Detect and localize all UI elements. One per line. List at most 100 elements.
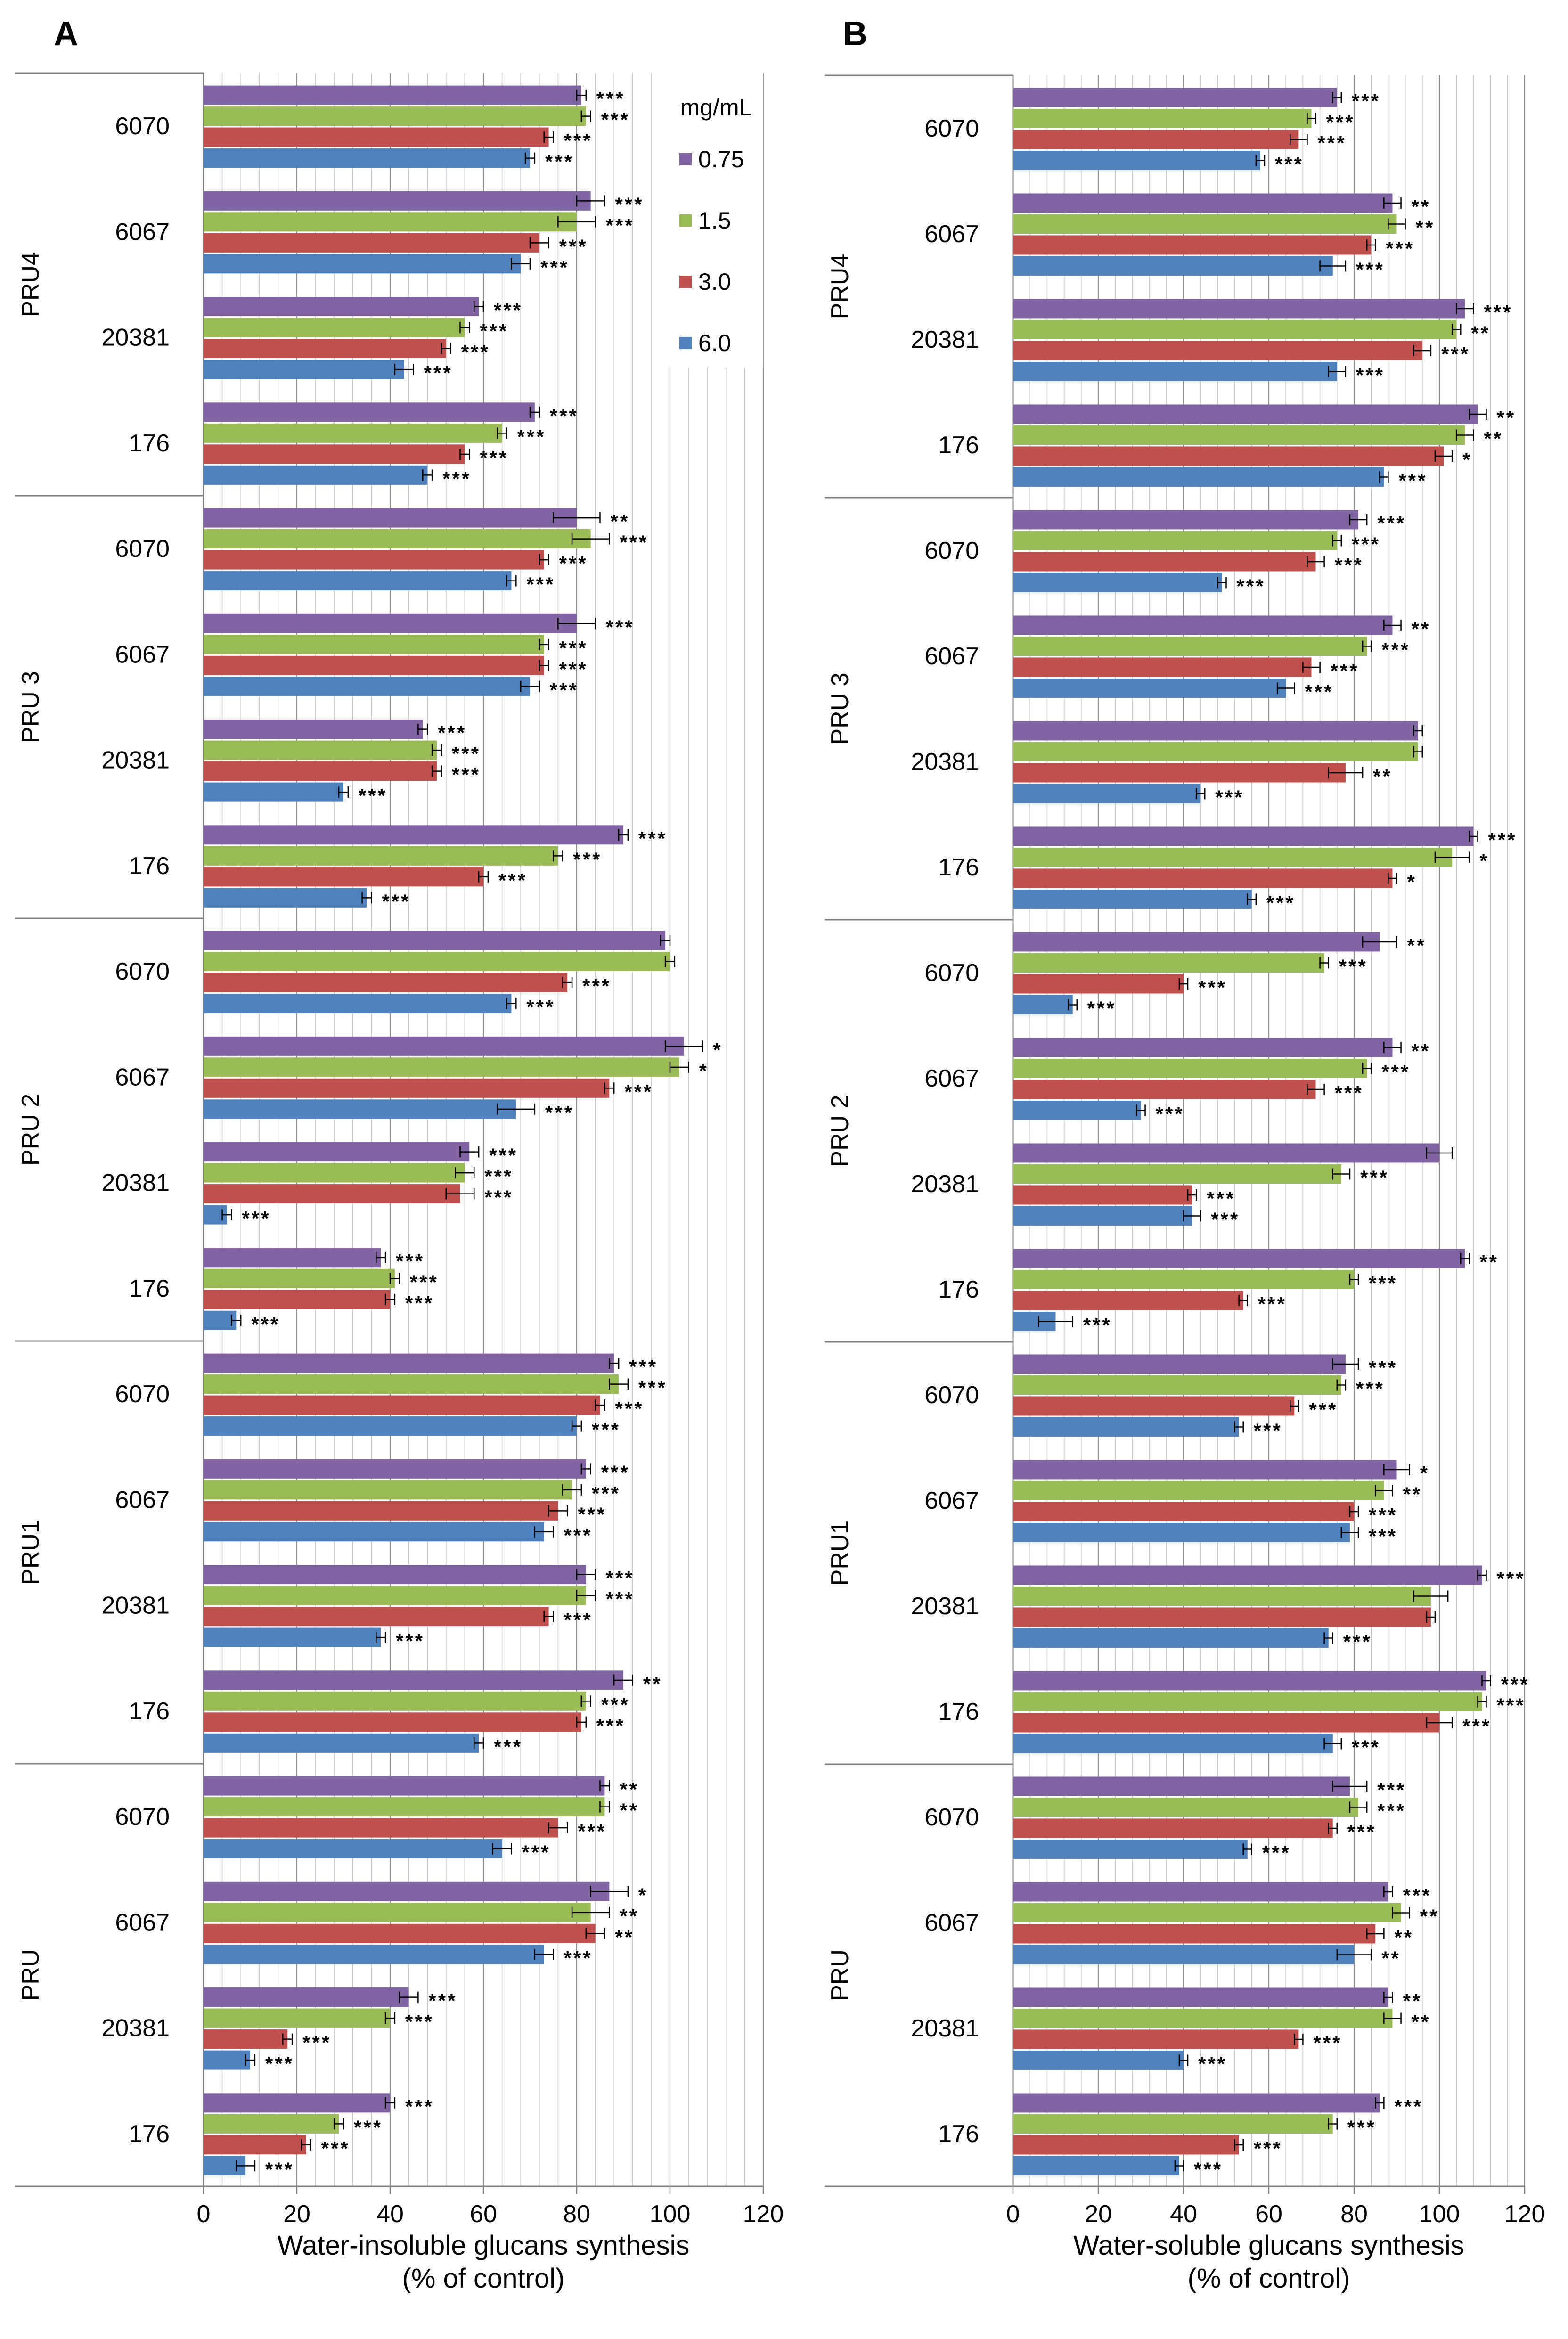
bar-0.75 [1013,299,1465,319]
category-label: 6070 [924,1382,979,1409]
bar-3.0 [204,444,465,464]
legend-label: 3.0 [698,269,731,295]
significance-label: *** [606,1567,635,1589]
bar-0.75 [1013,1249,1465,1268]
group-label: PRU 3 [17,671,44,743]
bar-1.5 [1013,1692,1482,1711]
significance-label: *** [606,616,635,638]
significance-label: *** [601,109,630,131]
category-label: 6067 [924,643,979,670]
bar-1.5 [204,846,558,866]
significance-label: ** [643,1673,662,1695]
bar-0.75 [204,297,479,317]
significance-label: *** [1352,533,1380,555]
bar-1.5 [1013,1164,1341,1184]
significance-label: ** [1412,1040,1431,1062]
bar-3.0 [204,1818,558,1838]
bar-1.5 [1013,1903,1401,1922]
significance-label: *** [582,975,611,997]
significance-label: *** [1381,638,1410,661]
bar-3.0 [1013,1396,1295,1416]
bar-6.0 [1013,678,1286,698]
bar-1.5 [1013,108,1312,128]
bar-1.5 [1013,1269,1354,1289]
bar-3.0 [1013,1924,1376,1944]
category-label: 176 [938,1276,979,1303]
bar-0.75 [204,508,577,528]
significance-label: *** [359,785,387,807]
legend-label: 6.0 [698,330,731,356]
bar-6.0 [1013,1100,1141,1120]
bar-3.0 [1013,1818,1333,1838]
x-tick-label: 100 [1419,2200,1460,2228]
significance-label: ** [1403,1483,1422,1505]
significance-label: *** [1275,153,1304,175]
bar-0.75 [1013,1671,1486,1691]
significance-label: *** [452,743,481,765]
significance-label: *** [1339,955,1368,977]
significance-label: * [638,1884,648,1906]
significance-label: *** [620,532,648,554]
bar-0.75 [204,1459,586,1479]
significance-label: ** [1373,765,1392,787]
significance-label: *** [1156,1103,1184,1125]
bar-1.5 [204,423,502,443]
significance-label: *** [1313,2032,1342,2054]
bar-6.0 [204,888,367,908]
significance-label: *** [1403,1884,1431,1906]
significance-label: *** [1309,1398,1338,1421]
significance-label: *** [592,1482,621,1505]
significance-label: *** [517,425,546,448]
bar-6.0 [204,2050,250,2070]
significance-label: *** [1266,891,1295,914]
significance-label: *** [1198,2053,1227,2075]
significance-label: *** [1317,132,1346,154]
bar-0.75 [1013,1776,1350,1796]
category-label: 20381 [101,1170,170,1197]
significance-label: *** [1343,1630,1372,1652]
significance-label: *** [1237,575,1266,597]
significance-label: *** [396,1630,425,1652]
significance-label: ** [620,1799,639,1822]
bar-1.5 [204,529,591,549]
bar-0.75 [1013,193,1393,213]
bar-3.0 [204,1607,549,1627]
x-tick-label: 100 [650,2200,691,2228]
category-label: 6067 [924,221,979,248]
significance-label: *** [1369,1504,1397,1526]
significance-label: ** [615,1926,634,1948]
significance-label: *** [522,1841,550,1864]
significance-label: *** [1083,1314,1112,1336]
category-label: 6070 [924,537,979,564]
legend-swatch [679,337,692,349]
bar-0.75 [204,191,591,211]
category-label: 6070 [115,1381,170,1408]
category-label: 6070 [115,113,170,140]
significance-label: *** [1377,512,1406,534]
significance-label: ** [1394,1926,1413,1948]
significance-label: *** [1335,1082,1364,1104]
bar-6.0 [204,148,530,168]
significance-label: *** [251,1313,280,1335]
significance-label: *** [592,1419,621,1441]
bar-0.75 [1013,1354,1346,1374]
bar-0.75 [204,825,623,845]
panel-label: B [843,15,867,53]
significance-label: *** [545,1102,574,1124]
bar-6.0 [1013,784,1201,803]
bar-1.5 [1013,1480,1384,1500]
legend-swatch [679,153,692,165]
significance-label: *** [242,1207,270,1229]
bar-6.0 [1013,1206,1192,1226]
significance-label: *** [484,1165,513,1187]
x-tick-label: 80 [563,2200,590,2228]
bar-1.5 [1013,1586,1431,1606]
category-label: 6070 [924,1804,979,1831]
group-label: PRU 2 [17,1094,44,1166]
bar-0.75 [204,720,423,739]
bar-3.0 [1013,341,1422,360]
significance-label: *** [624,1080,653,1103]
bar-1.5 [204,1903,591,1922]
category-label: 6070 [115,958,170,985]
